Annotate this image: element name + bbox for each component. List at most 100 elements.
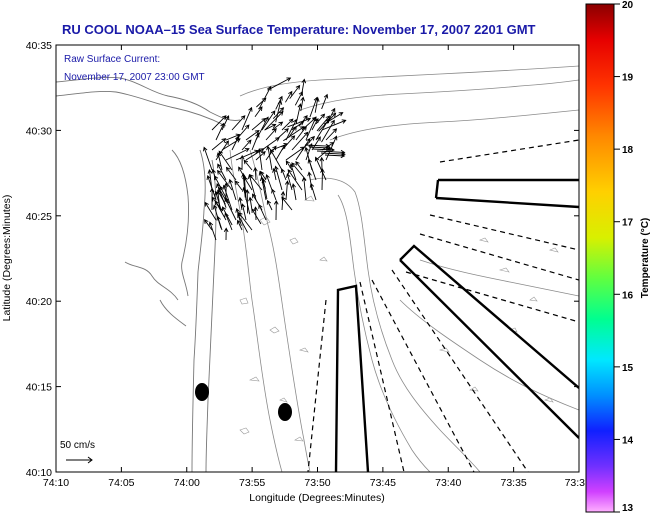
bathymetry-contours (229, 65, 579, 472)
current-vector (311, 136, 321, 151)
current-vector (267, 77, 292, 91)
current-vector (217, 163, 227, 181)
current-vector (312, 147, 335, 153)
x-tick-label: 74:10 (43, 477, 69, 489)
current-vector (324, 153, 346, 159)
current-vector (258, 170, 266, 189)
current-vector (281, 196, 293, 211)
current-vector (305, 143, 313, 161)
current-vector (287, 169, 303, 191)
current-vector (284, 180, 290, 201)
current-vector (320, 168, 325, 191)
current-vector (265, 128, 277, 141)
current-vector (316, 149, 346, 155)
current-vector (309, 182, 317, 201)
current-vector (325, 128, 338, 141)
current-vector (212, 204, 222, 229)
current-vector (203, 146, 213, 171)
current-vector (300, 96, 305, 112)
current-vector (251, 208, 262, 225)
y-tick-label: 40:10 (26, 467, 52, 479)
current-vector (241, 106, 253, 131)
current-vector (295, 160, 303, 171)
current-vector (243, 159, 253, 171)
y-axis-label: Latitude (Degrees:Minutes) (1, 195, 13, 322)
colorbar-label: Temperature (°C) (640, 218, 651, 299)
current-vector (285, 90, 293, 103)
current-vector (304, 143, 331, 149)
current-vector (321, 93, 329, 110)
current-vector (231, 135, 240, 151)
current-vector (307, 158, 317, 181)
current-vector (281, 118, 294, 131)
current-vector (281, 135, 296, 151)
colorbar-tick-label: 19 (622, 73, 634, 84)
y-tick-label: 40:35 (26, 40, 52, 52)
current-vector (291, 131, 309, 151)
colorbar-tick-label: 15 (622, 363, 634, 374)
current-vector (214, 190, 223, 213)
annotation-line-1: Raw Surface Current: (64, 54, 160, 65)
x-tick-label: 73:35 (500, 477, 526, 489)
current-vector (321, 119, 335, 143)
y-axis: 40:35 40:30 40:25 40:20 40:15 40:10 (26, 40, 579, 479)
current-vector (319, 156, 325, 171)
x-tick-label: 74:05 (108, 477, 134, 489)
current-vector (214, 200, 227, 221)
current-vector (228, 178, 237, 201)
current-vectors (203, 77, 347, 241)
colorbar-tick-label: 20 (622, 0, 634, 11)
current-vector (257, 148, 263, 171)
y-tick-label: 40:15 (26, 382, 52, 394)
x-tick-label: 73:40 (435, 477, 461, 489)
current-vector (283, 126, 305, 142)
current-vector (223, 227, 229, 241)
current-vector (253, 166, 258, 181)
current-vector (222, 206, 233, 226)
scale-arrow (66, 456, 93, 464)
x-tick-label: 73:45 (370, 477, 396, 489)
current-vector (265, 174, 273, 191)
current-vector (217, 169, 233, 191)
current-vector (204, 201, 217, 221)
current-vector (258, 203, 267, 221)
current-vector (206, 175, 217, 201)
current-vector (240, 203, 247, 221)
current-vector (286, 173, 293, 191)
current-vector (225, 166, 237, 181)
current-vector (280, 168, 287, 181)
noise-contours (239, 195, 559, 442)
current-vector (237, 213, 248, 233)
current-vector (215, 122, 225, 141)
current-vector (272, 167, 277, 181)
y-tick-label: 40:25 (26, 211, 52, 223)
radar-beam-lines (307, 139, 579, 472)
current-vector (256, 97, 267, 108)
current-vector (301, 176, 307, 201)
current-vector (241, 172, 246, 198)
current-vector (291, 183, 297, 201)
y-tick-label: 40:30 (26, 125, 52, 137)
colorbar-tick-label: 17 (622, 218, 634, 229)
current-vector (288, 125, 297, 138)
current-vector (314, 96, 320, 113)
current-vector (285, 160, 293, 171)
current-vector (315, 113, 326, 125)
station-marker (278, 403, 292, 421)
x-axis: 74:10 74:05 74:00 73:55 73:50 73:45 73:40 73:35… (43, 45, 585, 489)
current-vector (209, 187, 215, 211)
current-vector (295, 137, 311, 161)
current-vector (272, 107, 285, 120)
current-vector (244, 189, 250, 214)
radar-beams (334, 178, 579, 472)
current-vector (266, 145, 273, 171)
current-vector (274, 165, 283, 191)
current-vector (271, 121, 284, 131)
coastline (56, 77, 241, 472)
current-vector (287, 117, 312, 128)
current-vector (248, 196, 253, 211)
current-vector (271, 188, 277, 201)
current-vector (236, 219, 243, 231)
current-vector (261, 137, 280, 151)
